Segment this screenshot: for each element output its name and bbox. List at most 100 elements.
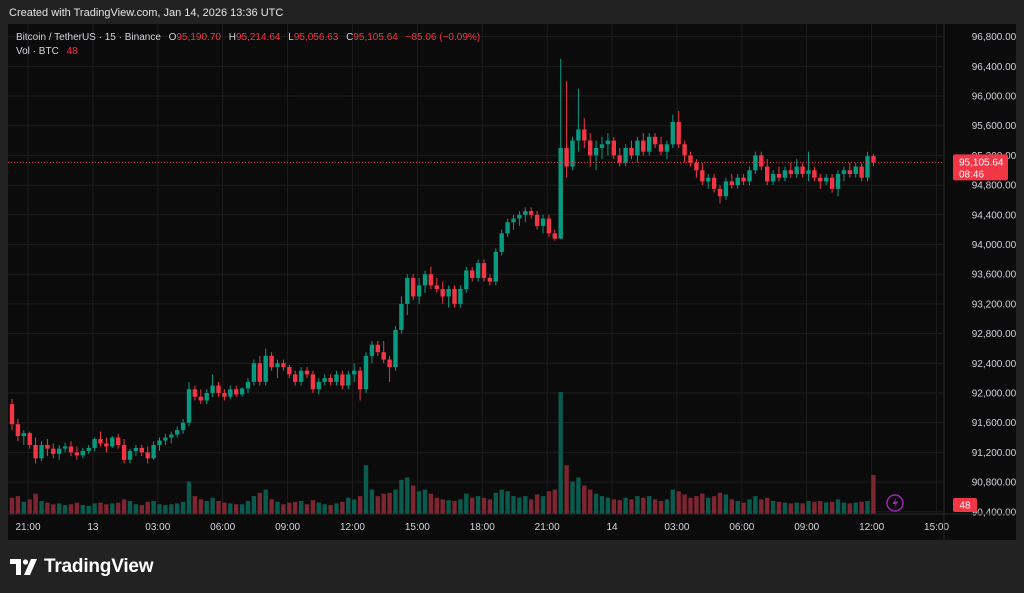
candle-body xyxy=(782,170,788,178)
candle-body xyxy=(647,136,652,152)
y-tick-label: 90,400.00 xyxy=(972,507,1016,518)
volume-bar xyxy=(523,496,528,514)
candle-body xyxy=(387,359,392,367)
candle-body xyxy=(257,363,262,382)
volume-bar xyxy=(369,489,375,514)
candle-body xyxy=(794,166,799,174)
volume-bar xyxy=(511,496,516,514)
volume-bar xyxy=(239,504,245,514)
volume-bar xyxy=(357,496,363,514)
candle-body xyxy=(534,214,540,226)
volume-bar xyxy=(175,503,180,514)
candle-body xyxy=(617,155,622,163)
volume-bar xyxy=(416,491,422,514)
candle-body xyxy=(552,233,557,239)
volume-bar xyxy=(316,502,321,514)
volume-bar xyxy=(812,501,817,514)
volume-bar xyxy=(841,502,847,514)
candle-body xyxy=(57,448,62,454)
volume-bar xyxy=(405,477,410,514)
candle-body xyxy=(593,147,599,156)
candle-body xyxy=(847,170,852,174)
candle-body xyxy=(62,446,68,449)
lightning-icon xyxy=(886,494,904,512)
volume-bar xyxy=(340,501,345,514)
volume-bar xyxy=(393,489,398,514)
candle-body xyxy=(735,177,740,186)
volume-bar xyxy=(334,503,339,514)
candle-body xyxy=(776,173,782,178)
volume-bar xyxy=(381,493,386,514)
brand-name: TradingView xyxy=(44,556,154,577)
volume-bar xyxy=(216,500,221,514)
candle-body xyxy=(711,177,717,189)
volume-bar xyxy=(116,502,121,514)
candle-body xyxy=(670,122,675,145)
volume-bars xyxy=(9,392,876,514)
volume-bar xyxy=(452,500,457,514)
candle-body xyxy=(558,147,563,239)
candle-body xyxy=(334,374,339,382)
candle-body xyxy=(818,177,823,182)
candle-body xyxy=(110,437,115,447)
volume-bar xyxy=(234,504,239,514)
candle-body xyxy=(216,385,221,393)
volume-bar xyxy=(664,499,670,514)
volume-bar xyxy=(824,502,829,514)
candle-body xyxy=(505,222,510,234)
candle-body xyxy=(576,129,581,141)
candle-body xyxy=(369,344,375,356)
volume-bar xyxy=(346,497,351,514)
candle-body xyxy=(304,370,310,375)
x-tick-label: 15:00 xyxy=(405,522,430,533)
volume-bar xyxy=(287,502,292,514)
candle-body xyxy=(163,437,168,441)
volume-bar xyxy=(475,496,481,514)
candle-body xyxy=(416,285,422,297)
candle-body xyxy=(145,452,150,459)
volume-bar xyxy=(617,500,622,514)
candle-body xyxy=(92,439,97,448)
candle-body xyxy=(346,374,351,386)
volume-bar xyxy=(145,501,150,514)
volume-bar xyxy=(322,504,327,514)
volume-bar xyxy=(293,501,298,514)
candle-body xyxy=(475,263,481,278)
candle-body xyxy=(98,439,103,444)
candle-body xyxy=(470,270,475,278)
candlestick-chart[interactable]: 90,400.00 90,800.00 91,200.00 91,600.00 92,0… xyxy=(8,24,1016,540)
chart-panel[interactable]: 90,400.00 90,800.00 91,200.00 91,600.00 92,0… xyxy=(8,24,1016,540)
candle-body xyxy=(529,211,534,215)
candle-body xyxy=(139,447,144,453)
x-tick-label: 03:00 xyxy=(145,522,170,533)
y-tick-label: 95,600.00 xyxy=(972,121,1016,132)
x-tick-label: 03:00 xyxy=(664,522,689,533)
x-tick-label: 06:00 xyxy=(729,522,754,533)
volume-bar xyxy=(623,497,628,514)
candle-body xyxy=(741,177,746,182)
candle-body xyxy=(293,374,298,382)
candle-body xyxy=(405,277,410,304)
volume-bar xyxy=(741,502,746,514)
candle-body xyxy=(540,218,546,226)
volume-bar xyxy=(204,500,209,514)
volume-bar xyxy=(375,496,380,514)
volume-bar xyxy=(487,499,493,514)
low-value: 95,056.63 xyxy=(293,32,339,43)
candle-body xyxy=(812,170,817,178)
volume-bar xyxy=(328,505,333,514)
candle-body xyxy=(599,144,605,148)
candle-body xyxy=(765,166,770,182)
candle-body xyxy=(121,444,127,460)
price-candles xyxy=(9,58,876,464)
candle-body xyxy=(800,166,805,174)
candle-body xyxy=(641,140,646,152)
candle-body xyxy=(9,404,15,425)
volume-bar xyxy=(98,502,103,514)
candle-body xyxy=(759,155,764,167)
close-label: C xyxy=(346,32,354,43)
chart-caption: Created with TradingView.com, Jan 14, 20… xyxy=(9,7,284,19)
candle-body xyxy=(747,170,752,182)
volume-bar xyxy=(770,500,776,514)
